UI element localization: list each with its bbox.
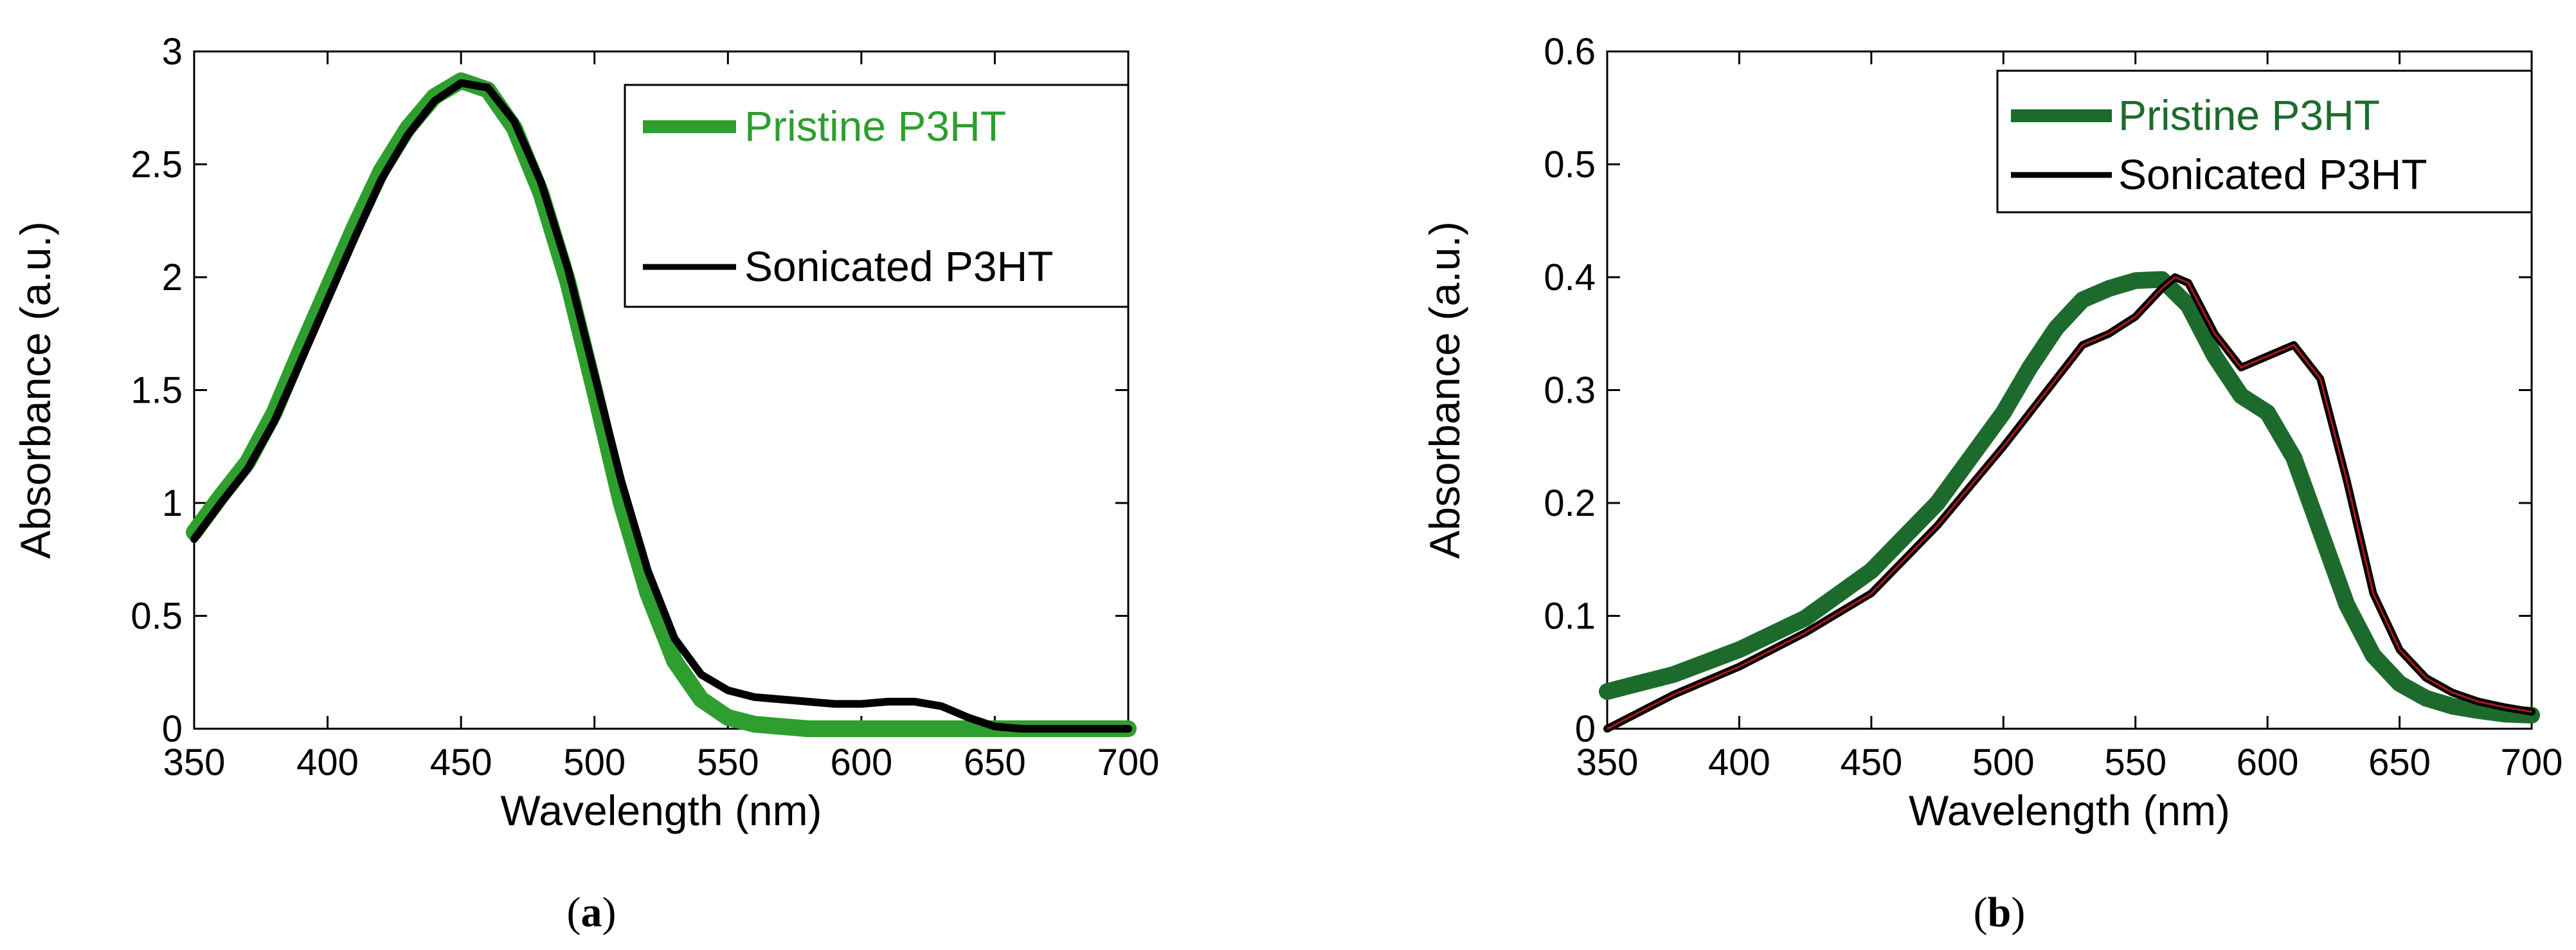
y-tick-label: 2 [162, 257, 183, 298]
y-axis-label: Absorbance (a.u.) [12, 221, 59, 559]
chart-panel-b: 350 400 450 500 550 600 650 700 0 0.1 0.2 0.3 0.4 0.5… [1421, 31, 2562, 936]
panel-caption-letter: a [581, 889, 602, 936]
legend-label: Pristine P3HT [2118, 91, 2380, 139]
panel-caption-letter: b [1988, 889, 2012, 936]
chart-panel-a: 350 400 450 500 550 600 650 700 0 0.5 1 1.5 2 2.5 3 Wav… [12, 31, 1159, 936]
x-tick-label: 500 [1972, 742, 2035, 783]
x-axis-label: Wavelength (nm) [500, 787, 822, 834]
x-tick-label: 450 [1840, 742, 1902, 783]
y-tick-label: 1.5 [131, 370, 183, 412]
panel-caption: (a) [567, 889, 617, 936]
series-line-sonicated-core [1607, 276, 2532, 730]
x-tick-label: 500 [563, 742, 626, 783]
x-tick-label: 700 [1097, 742, 1160, 783]
y-tick-label: 0.6 [1544, 31, 1596, 73]
series-line-pristine [1599, 271, 2540, 724]
x-tick-label: 600 [2237, 742, 2299, 783]
x-tick-label: 450 [430, 742, 492, 783]
x-axis-label: Wavelength (nm) [1909, 787, 2230, 834]
series-line-sonicated [190, 79, 1132, 733]
y-tick-label: 0.2 [1544, 482, 1596, 524]
y-tick-label: 3 [162, 31, 183, 73]
legend-label: Sonicated P3HT [744, 242, 1054, 290]
y-tick-label: 0 [162, 708, 183, 750]
y-tick-label: 0.4 [1544, 257, 1596, 298]
x-tick-label: 600 [830, 742, 892, 783]
legend-box [1996, 69, 2533, 214]
y-tick-label: 0.5 [1544, 144, 1596, 186]
y-axis-label: Absorbance (a.u.) [1421, 221, 1468, 559]
x-tick-label: 650 [2368, 742, 2431, 783]
x-tick-label: 400 [1708, 742, 1770, 783]
y-tick-label: 0 [1575, 708, 1596, 750]
legend-label: Pristine P3HT [744, 102, 1006, 150]
x-tick-label: 550 [2104, 742, 2166, 783]
y-tick-label: 2.5 [131, 144, 183, 186]
x-tick-label: 350 [163, 742, 226, 783]
x-tick-label: 350 [1576, 742, 1639, 783]
x-tick-label: 400 [296, 742, 359, 783]
panel-caption: (b) [1974, 889, 2026, 936]
x-tick-label: 650 [964, 742, 1026, 783]
y-tick-label: 0.1 [1544, 596, 1596, 637]
y-tick-label: 0.3 [1544, 370, 1596, 412]
x-tick-label: 550 [697, 742, 759, 783]
y-tick-label: 0.5 [131, 596, 183, 637]
series-line-sonicated [1603, 273, 2535, 733]
legend-label: Sonicated P3HT [2118, 151, 2427, 198]
x-tick-label: 700 [2501, 742, 2563, 783]
y-tick-label: 1 [162, 482, 183, 524]
